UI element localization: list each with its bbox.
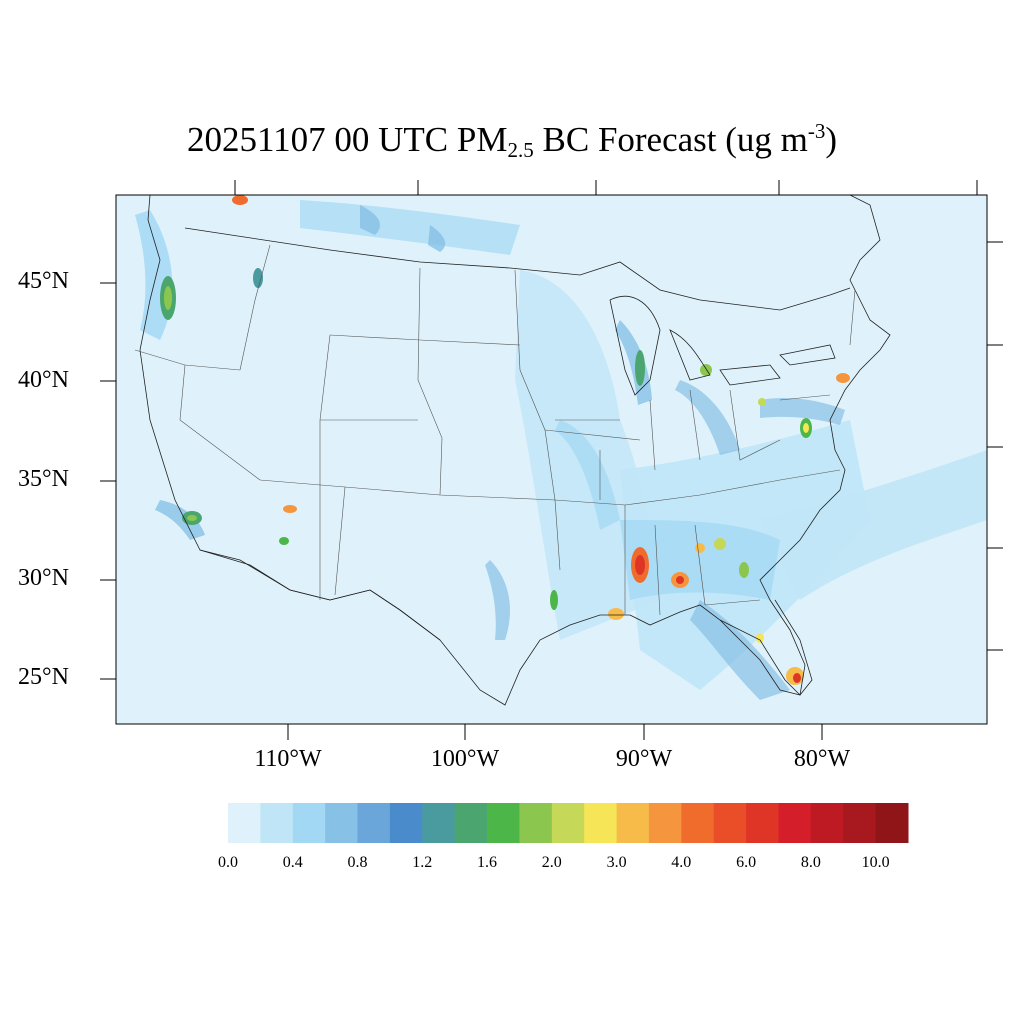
colorbar-swatch [519, 803, 553, 843]
colorbar-swatch [325, 803, 359, 843]
colorbar-tick-label: 8.0 [800, 854, 821, 871]
colorbar-swatch [422, 803, 456, 843]
florida [719, 599, 813, 696]
colorbar-tick-label: 0.8 [347, 854, 368, 871]
mexico-border [199, 549, 441, 641]
bottom-ticks [287, 724, 823, 740]
colorbar-tick-label: 6.0 [736, 854, 757, 871]
colorbar-tick-label: 1.6 [477, 854, 497, 871]
state-lines [134, 244, 856, 616]
colorbar-swatch [357, 803, 391, 843]
colorbar-tick-label: 2.0 [541, 854, 562, 871]
colorbar-swatch [228, 803, 261, 843]
map-frame [115, 194, 988, 725]
us-outline [139, 195, 891, 706]
colorbar-swatch [584, 803, 618, 843]
lon-label-110w: 110°W [254, 746, 322, 772]
map-outlines [139, 195, 891, 706]
colorbar-swatch [875, 803, 909, 843]
colorbar-tick-label: 0.0 [218, 854, 238, 871]
colorbar-swatch [843, 803, 877, 843]
lat-label-25: 25°N [18, 664, 69, 690]
top-ticks [234, 180, 978, 195]
concentration-field [135, 200, 987, 700]
hotspots [160, 195, 850, 685]
lon-label-100w: 100°W [430, 746, 500, 772]
lon-label-80w: 80°W [793, 746, 851, 772]
colorbar-swatch [260, 803, 294, 843]
colorbar-swatch [778, 803, 812, 843]
lat-label-35: 35°N [18, 466, 69, 492]
colorbar-swatch [810, 803, 844, 843]
colorbar [228, 803, 909, 843]
colorbar-swatch [292, 803, 326, 843]
colorbar-swatch [487, 803, 520, 843]
left-ticks [100, 282, 116, 680]
colorbar-tick-label: 0.4 [282, 854, 303, 871]
colorbar-swatch [454, 803, 488, 843]
colorbar-swatch [713, 803, 747, 843]
colorbar-swatch [648, 803, 682, 843]
colorbar-tick-label: 4.0 [671, 854, 692, 871]
colorbar-swatch [551, 803, 585, 843]
colorbar-tick-label: 3.0 [606, 854, 627, 871]
lat-label-30: 30°N [18, 565, 69, 591]
colorbar-swatch [616, 803, 650, 843]
lon-label-90w: 90°W [615, 746, 673, 772]
canada-border [184, 227, 851, 311]
lat-label-40: 40°N [18, 367, 69, 393]
map-title: 20251107 00 UTC PM2.5 BC Forecast (ug m-… [186, 119, 838, 162]
colorbar-tick-label: 1.2 [412, 854, 433, 871]
colorbar-swatch [746, 803, 779, 843]
great-lakes [609, 295, 836, 396]
right-ticks [987, 241, 1003, 651]
lat-label-45: 45°N [18, 268, 69, 294]
colorbar-swatch [681, 803, 715, 843]
colorbar-swatch [389, 803, 423, 843]
colorbar-tick-label: 10.0 [861, 854, 890, 871]
